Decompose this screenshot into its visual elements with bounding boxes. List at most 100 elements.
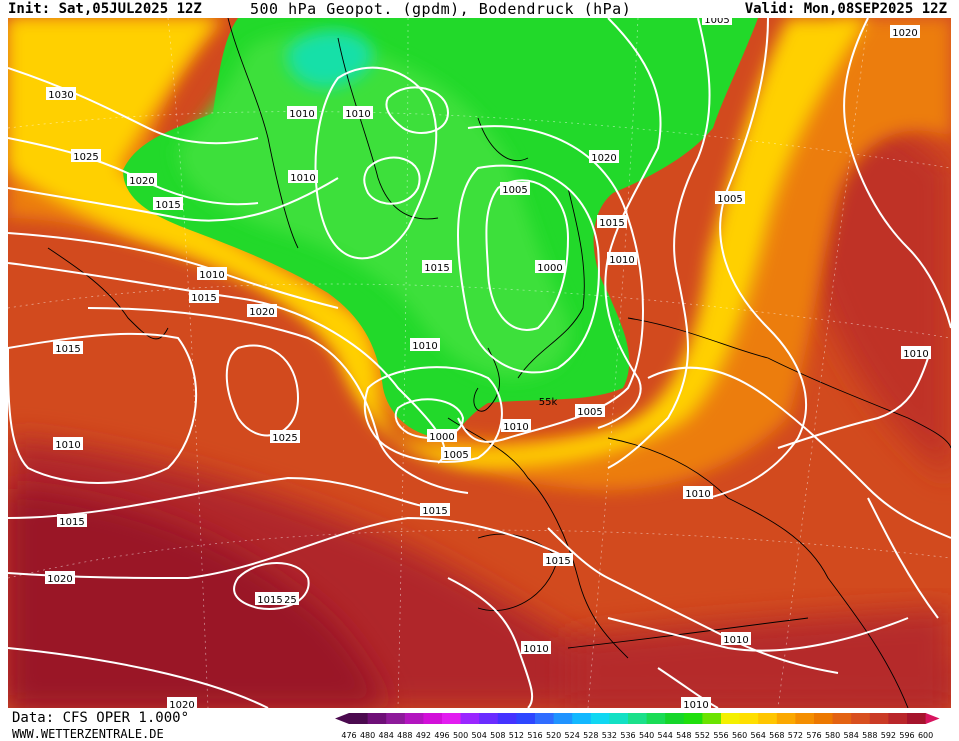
- isobar-label: 1020: [127, 173, 157, 187]
- isobar-label: 1010: [501, 419, 531, 433]
- isobar-label: 1025: [71, 149, 101, 163]
- scale-tick-label: 532: [602, 731, 617, 740]
- scale-tick-label: 516: [527, 731, 542, 740]
- scale-swatch: [888, 713, 908, 724]
- scale-swatch: [721, 713, 741, 724]
- scale-swatch: [535, 713, 555, 724]
- svg-text:1015: 1015: [155, 200, 180, 211]
- isobar-label: 1010: [197, 267, 227, 281]
- svg-text:1010: 1010: [723, 635, 748, 646]
- scale-tick-label: 492: [416, 731, 431, 740]
- isobar-label: 1010: [287, 106, 317, 120]
- scale-tick-label: 540: [639, 731, 654, 740]
- svg-text:1010: 1010: [903, 349, 928, 360]
- isobar-label: 1005: [441, 447, 471, 461]
- svg-text:1020: 1020: [892, 28, 917, 39]
- svg-text:1015: 1015: [191, 293, 216, 304]
- scale-tick-label: 480: [360, 731, 375, 740]
- scale-swatch: [795, 713, 815, 724]
- svg-text:1010: 1010: [199, 270, 224, 281]
- lat-lon-grid: [8, 18, 951, 708]
- isobar-label: 1000: [427, 429, 457, 443]
- scale-swatch: [646, 713, 666, 724]
- svg-text:1020: 1020: [591, 153, 616, 164]
- svg-text:1005: 1005: [577, 407, 602, 418]
- scale-tick-label: 548: [676, 731, 691, 740]
- scale-swatch: [590, 713, 610, 724]
- svg-text:1015: 1015: [424, 263, 449, 274]
- scale-swatch: [572, 713, 592, 724]
- isobar-label: 1005: [702, 18, 732, 26]
- weather-map: 1030 1025 1020 1015 1010 1015 1020 1015 …: [8, 18, 951, 708]
- scale-tick-label: 520: [546, 731, 561, 740]
- color-scale: 476 480 484 488 492 496 500 504 508 512 516 520 524 5…: [335, 713, 940, 740]
- svg-text:1020: 1020: [169, 700, 194, 708]
- scale-tick-label: 512: [509, 731, 524, 740]
- website-link: WWW.WETTERZENTRALE.DE: [12, 727, 164, 741]
- field-green-light: [178, 34, 570, 379]
- svg-text:1020: 1020: [129, 176, 154, 187]
- svg-text:1010: 1010: [523, 644, 548, 655]
- scale-tick-label: 592: [881, 731, 896, 740]
- isobar-label: 1000: [535, 260, 565, 274]
- svg-text:1025: 1025: [272, 433, 297, 444]
- isobar-label: 1015: [422, 260, 452, 274]
- isobar-label: 1020: [890, 25, 920, 39]
- init-time: Init: Sat,05JUL2025 12Z: [8, 1, 202, 17]
- isobar-label: 1015: [420, 503, 450, 517]
- isobar-label: 1005: [500, 182, 530, 196]
- scale-tick-label: 496: [434, 731, 449, 740]
- scale-swatch: [460, 713, 480, 724]
- svg-text:1010: 1010: [345, 109, 370, 120]
- scale-swatch: [702, 713, 722, 724]
- scale-tick-label: 524: [565, 731, 580, 740]
- coastlines: [47, 18, 951, 708]
- chart-title: 500 hPa Geopot. (gpdm), Bodendruck (hPa): [250, 0, 632, 18]
- isobar-label: 1010: [683, 486, 713, 500]
- isobars: [8, 18, 951, 708]
- field-dark-red-se: [568, 608, 951, 708]
- scale-tick-label: 584: [844, 731, 859, 740]
- scale-swatch: [739, 713, 759, 724]
- scale-swatch: [628, 713, 648, 724]
- scale-swatch: [479, 713, 499, 724]
- isobar-label: 1030: [46, 87, 76, 101]
- scale-swatch: [386, 713, 406, 724]
- svg-text:1005: 1005: [502, 185, 527, 196]
- scale-tick-label: 580: [825, 731, 840, 740]
- header-bar: Init: Sat,05JUL2025 12Z 500 hPa Geopot. …: [0, 0, 959, 18]
- svg-text:1000: 1000: [429, 432, 454, 443]
- scale-swatch: [349, 713, 369, 724]
- scale-tick-label: 488: [397, 731, 412, 740]
- scale-swatch: [776, 713, 796, 724]
- isobar-label: 1015: [597, 215, 627, 229]
- svg-text:1005: 1005: [704, 18, 729, 26]
- scale-swatch: [423, 713, 443, 724]
- scale-tick-label: 552: [695, 731, 710, 740]
- isobar-label: 1005: [575, 404, 605, 418]
- isobar-label: 1020: [589, 150, 619, 164]
- data-source: Data: CFS OPER 1.000°: [12, 710, 190, 726]
- scale-tick-label: 588: [862, 731, 877, 740]
- scale-tick-label: 500: [453, 731, 468, 740]
- field-cyan-core: [287, 30, 373, 88]
- svg-text:55k: 55k: [539, 397, 558, 408]
- isobar-label: 1015: [543, 553, 573, 567]
- scale-swatch: [497, 713, 517, 724]
- scale-swatch: [683, 713, 703, 724]
- isobar-label: 1010: [607, 252, 637, 266]
- svg-text:1010: 1010: [289, 109, 314, 120]
- svg-text:1015: 1015: [599, 218, 624, 229]
- scale-tick-label: 560: [732, 731, 747, 740]
- svg-text:1000: 1000: [537, 263, 562, 274]
- isobar-label: 1010: [410, 338, 440, 352]
- isobar-label: 1015: [53, 341, 83, 355]
- scale-arrow-left: [335, 713, 349, 724]
- scale-swatch: [609, 713, 629, 724]
- svg-text:1010: 1010: [503, 422, 528, 433]
- scale-tick-label: 568: [769, 731, 784, 740]
- isobar-label: 1020: [247, 304, 277, 318]
- scale-swatch: [758, 713, 778, 724]
- scale-tick-label: 576: [806, 731, 821, 740]
- svg-text:1010: 1010: [609, 255, 634, 266]
